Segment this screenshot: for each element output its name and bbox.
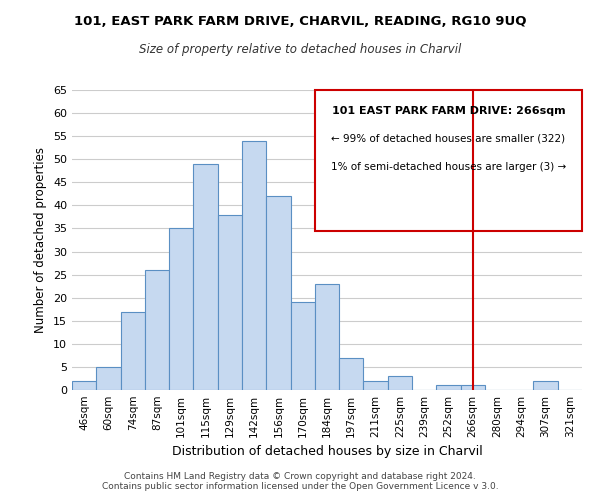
Bar [96,367,121,390]
Bar [533,381,558,390]
Bar [169,228,193,390]
Bar [315,284,339,390]
Bar [436,386,461,390]
Bar [290,302,315,390]
Bar [145,270,169,390]
Bar [218,214,242,390]
Bar [121,312,145,390]
Bar [72,381,96,390]
X-axis label: Distribution of detached houses by size in Charvil: Distribution of detached houses by size … [172,446,482,458]
Text: Contains public sector information licensed under the Open Government Licence v : Contains public sector information licen… [101,482,499,491]
Bar [461,386,485,390]
Bar [315,90,582,231]
Text: Size of property relative to detached houses in Charvil: Size of property relative to detached ho… [139,42,461,56]
Bar [388,376,412,390]
Text: ← 99% of detached houses are smaller (322): ← 99% of detached houses are smaller (32… [331,134,565,144]
Y-axis label: Number of detached properties: Number of detached properties [34,147,47,333]
Bar [193,164,218,390]
Bar [339,358,364,390]
Text: 101 EAST PARK FARM DRIVE: 266sqm: 101 EAST PARK FARM DRIVE: 266sqm [332,106,565,116]
Bar [266,196,290,390]
Bar [242,141,266,390]
Text: 1% of semi-detached houses are larger (3) →: 1% of semi-detached houses are larger (3… [331,162,566,172]
Text: Contains HM Land Registry data © Crown copyright and database right 2024.: Contains HM Land Registry data © Crown c… [124,472,476,481]
Text: 101, EAST PARK FARM DRIVE, CHARVIL, READING, RG10 9UQ: 101, EAST PARK FARM DRIVE, CHARVIL, READ… [74,15,526,28]
Bar [364,381,388,390]
